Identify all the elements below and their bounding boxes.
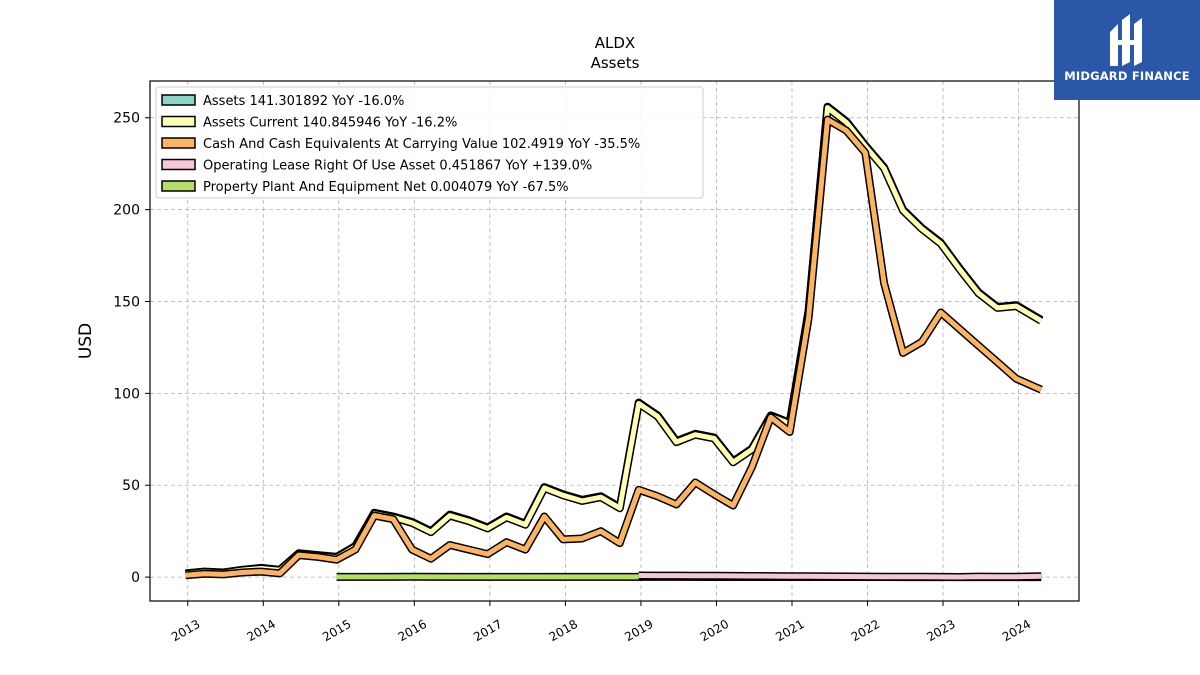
x-tick-label: 2018 bbox=[547, 617, 580, 644]
brand-mark-icon bbox=[1110, 14, 1142, 66]
y-tick-label: 100 bbox=[113, 386, 140, 402]
x-tick-label: 2020 bbox=[698, 617, 731, 644]
legend-box bbox=[155, 86, 704, 199]
chart-title: ALDX bbox=[595, 34, 635, 52]
brand-logo: MIDGARD FINANCE bbox=[1054, 0, 1200, 100]
series-fill-line bbox=[638, 573, 1042, 580]
x-tick-label: 2023 bbox=[924, 617, 957, 644]
brand-logo-text: MIDGARD FINANCE bbox=[1064, 69, 1190, 83]
y-tick-label: 150 bbox=[113, 294, 140, 310]
x-tick-label: 2014 bbox=[245, 617, 278, 644]
x-tick-label: 2013 bbox=[169, 617, 202, 644]
legend-entry: Property Plant And Equipment Net 0.00407… bbox=[203, 180, 569, 195]
series-line-3 bbox=[638, 571, 1042, 581]
plot-frame bbox=[149, 80, 1080, 602]
x-tick-label: 2015 bbox=[320, 617, 353, 644]
y-axis-label: USD bbox=[76, 323, 96, 359]
x-axis-ticks: 2013 2014 2015 2016 2017 2018 2019 2020 2021 2022… bbox=[169, 601, 1033, 644]
chart-series bbox=[185, 102, 1044, 582]
y-tick-label: 0 bbox=[131, 570, 140, 586]
legend-swatch bbox=[161, 158, 196, 171]
legend-swatch bbox=[161, 115, 196, 128]
legend-entry: Assets 141.301892 YoY -16.0% bbox=[203, 94, 404, 109]
chart-subtitle: Assets bbox=[591, 54, 640, 72]
x-tick-label: 2021 bbox=[773, 617, 806, 644]
x-tick-label: 2019 bbox=[622, 617, 655, 644]
legend-swatch bbox=[161, 94, 196, 106]
x-tick-label: 2022 bbox=[849, 617, 882, 644]
chart-legend: Assets 141.301892 YoY -16.0% Assets Curre… bbox=[155, 86, 704, 199]
y-tick-label: 200 bbox=[113, 203, 140, 219]
legend-entry: Operating Lease Right Of Use Asset 0.451… bbox=[203, 159, 592, 174]
x-tick-label: 2017 bbox=[471, 617, 504, 644]
y-tick-label: 250 bbox=[113, 111, 140, 127]
legend-swatch bbox=[161, 137, 196, 149]
legend-entry: Assets Current 140.845946 YoY -16.2% bbox=[203, 116, 457, 131]
series-fill-line bbox=[185, 117, 1043, 578]
legend-swatch bbox=[161, 180, 196, 192]
series-line-2 bbox=[185, 115, 1043, 580]
x-tick-label: 2024 bbox=[1000, 617, 1033, 644]
legend-entry: Cash And Cash Equivalents At Carrying Va… bbox=[203, 137, 640, 152]
y-tick-label: 50 bbox=[122, 478, 140, 494]
x-tick-label: 2016 bbox=[396, 617, 429, 644]
y-axis-ticks: 0 50 100 150 200 250 bbox=[113, 111, 150, 586]
